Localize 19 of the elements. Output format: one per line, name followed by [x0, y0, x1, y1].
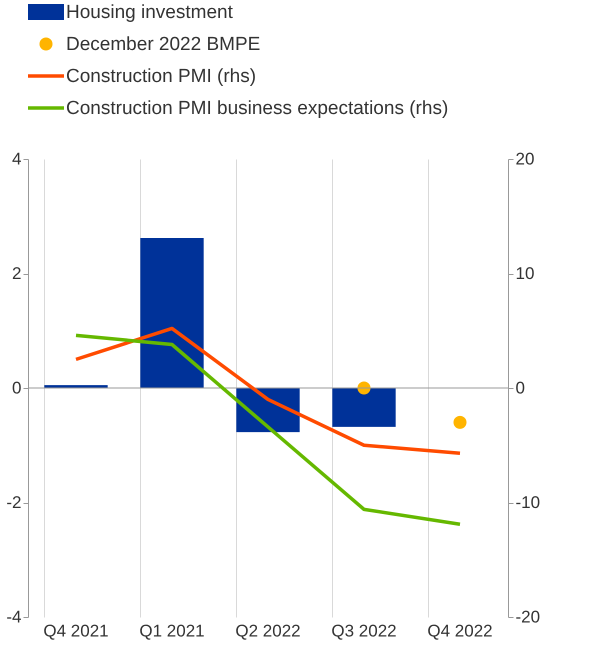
x-tick-label: Q2 2022 [235, 622, 301, 640]
y-tick-label: 4 [12, 150, 22, 168]
y2-tick-label: 20 [516, 150, 534, 168]
y2-tick-label: -20 [516, 608, 540, 626]
y2-tick-label: 0 [516, 378, 525, 398]
legend-label: Construction PMI business expectations (rhs) [66, 98, 448, 119]
legend-label: December 2022 BMPE [66, 34, 260, 55]
x-tick-label: Q4 2021 [43, 622, 109, 640]
y-tick-label: -2 [6, 493, 22, 512]
y2-tick-label: -10 [516, 493, 540, 512]
y-tick-label: 2 [12, 264, 22, 283]
y-tick-label: 0 [12, 378, 22, 398]
x-tick-label: Q3 2022 [331, 622, 397, 640]
x-tick-label: Q1 2021 [139, 622, 205, 640]
x-tick-label: Q4 2022 [427, 622, 493, 640]
legend-label: Construction PMI (rhs) [66, 66, 256, 87]
y-tick-label: -4 [6, 608, 22, 626]
legend-label: Housing investment [66, 2, 234, 23]
y2-tick-label: 10 [516, 264, 534, 283]
